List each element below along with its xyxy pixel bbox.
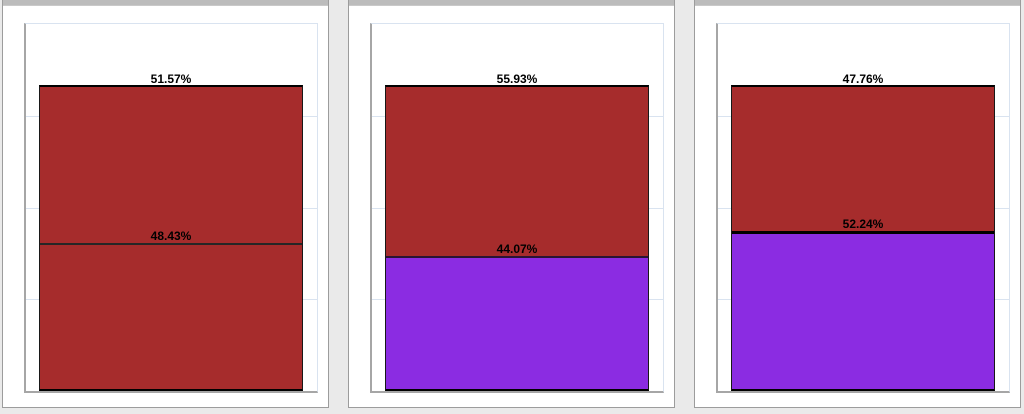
stacked-bar: 51.57% 48.43% bbox=[39, 72, 303, 391]
bar-segment-top bbox=[40, 87, 302, 243]
plot-area: 55.93% 44.07% bbox=[370, 23, 664, 393]
bar-segment-bottom bbox=[40, 244, 302, 389]
segment-divider bbox=[386, 255, 648, 258]
segment-divider bbox=[40, 242, 302, 245]
stacked-bar: 55.93% 44.07% bbox=[385, 72, 649, 391]
plot-area: 51.57% 48.43% bbox=[24, 23, 318, 393]
card-titlebar bbox=[3, 0, 328, 6]
value-label-top: 47.76% bbox=[842, 71, 884, 86]
bar-segment-top bbox=[732, 87, 994, 232]
value-label-top: 51.57% bbox=[150, 71, 192, 86]
card-titlebar bbox=[695, 0, 1020, 6]
bar-segment-bottom bbox=[732, 234, 994, 389]
chart-card-3: 47.76% 52.24% bbox=[694, 0, 1021, 408]
segment-divider bbox=[732, 231, 994, 235]
plot-area: 47.76% 52.24% bbox=[716, 23, 1010, 393]
chart-card-2: 55.93% 44.07% bbox=[348, 0, 675, 408]
chart-card-1: 51.57% 48.43% bbox=[2, 0, 329, 408]
bar-segment-top bbox=[386, 87, 648, 256]
card-titlebar bbox=[349, 0, 674, 6]
value-label-top: 55.93% bbox=[496, 71, 538, 86]
stacked-bar: 47.76% 52.24% bbox=[731, 72, 995, 391]
bar-segment-bottom bbox=[386, 257, 648, 389]
